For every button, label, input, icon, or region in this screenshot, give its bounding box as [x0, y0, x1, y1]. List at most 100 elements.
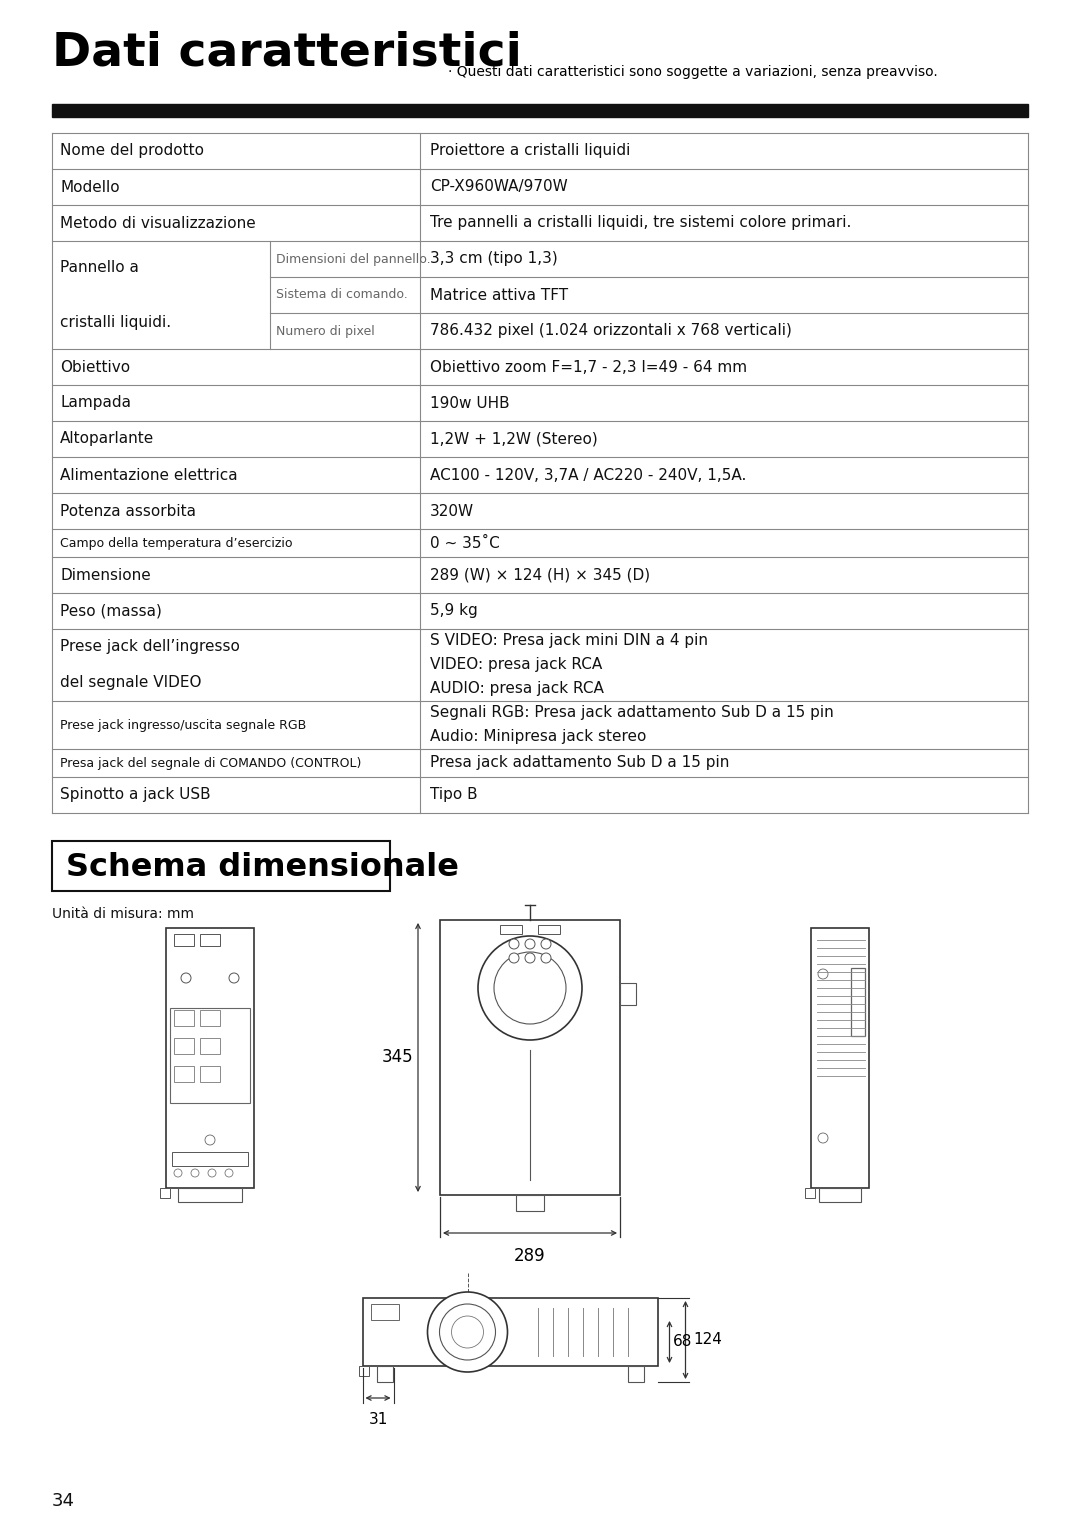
Bar	[172, 1152, 248, 1166]
Text: Schema dimensionale: Schema dimensionale	[66, 851, 459, 883]
Bar	[200, 1010, 220, 1025]
Text: 1,2W + 1,2W (Stereo): 1,2W + 1,2W (Stereo)	[430, 431, 597, 446]
Text: cristalli liquidi.: cristalli liquidi.	[60, 315, 171, 330]
Bar	[166, 927, 254, 1187]
Bar	[377, 1366, 392, 1381]
Bar	[52, 104, 1028, 118]
Circle shape	[525, 953, 535, 963]
Bar	[363, 1297, 658, 1366]
Text: 5,9 kg: 5,9 kg	[430, 604, 477, 619]
Circle shape	[541, 940, 551, 949]
Circle shape	[451, 1316, 484, 1348]
Text: VIDEO: presa jack RCA: VIDEO: presa jack RCA	[430, 657, 603, 672]
Circle shape	[174, 1169, 183, 1177]
Text: Metodo di visualizzazione: Metodo di visualizzazione	[60, 215, 256, 231]
Text: Audio: Minipresa jack stereo: Audio: Minipresa jack stereo	[430, 729, 646, 744]
Text: Presa jack adattamento Sub D a 15 pin: Presa jack adattamento Sub D a 15 pin	[430, 755, 729, 770]
Circle shape	[478, 937, 582, 1041]
Text: 31: 31	[368, 1412, 388, 1427]
Bar	[627, 1366, 644, 1381]
Text: Potenza assorbita: Potenza assorbita	[60, 504, 195, 518]
Text: Alimentazione elettrica: Alimentazione elettrica	[60, 468, 238, 483]
Text: AC100 - 120V, 3,7A / AC220 - 240V, 1,5A.: AC100 - 120V, 3,7A / AC220 - 240V, 1,5A.	[430, 468, 746, 483]
Text: 320W: 320W	[430, 504, 474, 518]
Text: Tipo B: Tipo B	[430, 787, 477, 802]
Bar	[174, 1038, 194, 1054]
Bar	[200, 1067, 220, 1082]
Text: Modello: Modello	[60, 179, 120, 194]
Bar	[805, 1187, 815, 1198]
Circle shape	[541, 953, 551, 963]
Bar	[174, 1067, 194, 1082]
Text: Nome del prodotto: Nome del prodotto	[60, 144, 204, 159]
Circle shape	[229, 973, 239, 983]
Text: AUDIO: presa jack RCA: AUDIO: presa jack RCA	[430, 681, 604, 697]
Text: Spinotto a jack USB: Spinotto a jack USB	[60, 787, 211, 802]
Bar	[819, 1187, 861, 1203]
Circle shape	[818, 1132, 828, 1143]
Text: CP-X960WA/970W: CP-X960WA/970W	[430, 179, 568, 194]
Circle shape	[208, 1169, 216, 1177]
Text: Prese jack ingresso/uscita segnale RGB: Prese jack ingresso/uscita segnale RGB	[60, 718, 307, 732]
Bar	[174, 1010, 194, 1025]
Bar	[174, 934, 194, 946]
Bar	[370, 1303, 399, 1320]
Text: Peso (massa): Peso (massa)	[60, 604, 162, 619]
Text: 786.432 pixel (1.024 orizzontali x 768 verticali): 786.432 pixel (1.024 orizzontali x 768 v…	[430, 324, 792, 339]
Text: · Questi dati caratteristici sono soggette a variazioni, senza preavviso.: · Questi dati caratteristici sono sogget…	[448, 66, 937, 79]
Bar	[851, 969, 865, 1036]
Text: 68: 68	[673, 1334, 692, 1349]
Circle shape	[440, 1303, 496, 1360]
Text: S VIDEO: Presa jack mini DIN a 4 pin: S VIDEO: Presa jack mini DIN a 4 pin	[430, 634, 708, 648]
Text: 190w UHB: 190w UHB	[430, 396, 510, 411]
Text: Obiettivo zoom F=1,7 - 2,3 l=49 - 64 mm: Obiettivo zoom F=1,7 - 2,3 l=49 - 64 mm	[430, 359, 747, 374]
Text: Proiettore a cristalli liquidi: Proiettore a cristalli liquidi	[430, 144, 631, 159]
Bar	[52, 840, 390, 891]
Text: Dati caratteristici: Dati caratteristici	[52, 31, 522, 75]
Bar	[160, 1187, 170, 1198]
Text: del segnale VIDEO: del segnale VIDEO	[60, 675, 202, 691]
Text: Numero di pixel: Numero di pixel	[276, 324, 375, 338]
Text: Prese jack dell’ingresso: Prese jack dell’ingresso	[60, 640, 240, 654]
Text: Unità di misura: mm: Unità di misura: mm	[52, 908, 194, 921]
Text: Sistema di comando.: Sistema di comando.	[276, 289, 408, 301]
Text: Segnali RGB: Presa jack adattamento Sub D a 15 pin: Segnali RGB: Presa jack adattamento Sub …	[430, 706, 834, 721]
Text: Altoparlante: Altoparlante	[60, 431, 154, 446]
Bar	[200, 934, 220, 946]
Bar	[811, 927, 869, 1187]
Circle shape	[428, 1293, 508, 1372]
Text: Matrice attiva TFT: Matrice attiva TFT	[430, 287, 568, 303]
Bar	[516, 1195, 544, 1212]
Circle shape	[225, 1169, 233, 1177]
Bar	[440, 920, 620, 1195]
Text: 34: 34	[52, 1491, 75, 1510]
Text: 3,3 cm (tipo 1,3): 3,3 cm (tipo 1,3)	[430, 252, 557, 266]
Text: 289 (W) × 124 (H) × 345 (D): 289 (W) × 124 (H) × 345 (D)	[430, 567, 650, 582]
Circle shape	[509, 940, 519, 949]
Circle shape	[494, 952, 566, 1024]
Text: 345: 345	[381, 1048, 413, 1067]
Bar	[170, 1008, 249, 1103]
Text: 289: 289	[514, 1247, 545, 1265]
Bar	[538, 924, 561, 934]
Text: Dimensione: Dimensione	[60, 567, 151, 582]
Bar	[178, 1187, 242, 1203]
Circle shape	[181, 973, 191, 983]
Circle shape	[509, 953, 519, 963]
Circle shape	[818, 969, 828, 979]
Text: Lampada: Lampada	[60, 396, 131, 411]
Text: Obiettivo: Obiettivo	[60, 359, 130, 374]
Circle shape	[205, 1135, 215, 1144]
Circle shape	[191, 1169, 199, 1177]
Bar	[620, 983, 636, 1005]
Bar	[359, 1366, 368, 1377]
Text: Campo della temperatura d’esercizio: Campo della temperatura d’esercizio	[60, 536, 293, 550]
Text: Tre pannelli a cristalli liquidi, tre sistemi colore primari.: Tre pannelli a cristalli liquidi, tre si…	[430, 215, 851, 231]
Circle shape	[525, 940, 535, 949]
Text: Presa jack del segnale di COMANDO (CONTROL): Presa jack del segnale di COMANDO (CONTR…	[60, 756, 362, 770]
Bar	[500, 924, 522, 934]
Text: 0 ~ 35˚C: 0 ~ 35˚C	[430, 535, 500, 550]
Text: Dimensioni del pannello.: Dimensioni del pannello.	[276, 252, 431, 266]
Text: Pannello a: Pannello a	[60, 260, 139, 275]
Bar	[200, 1038, 220, 1054]
